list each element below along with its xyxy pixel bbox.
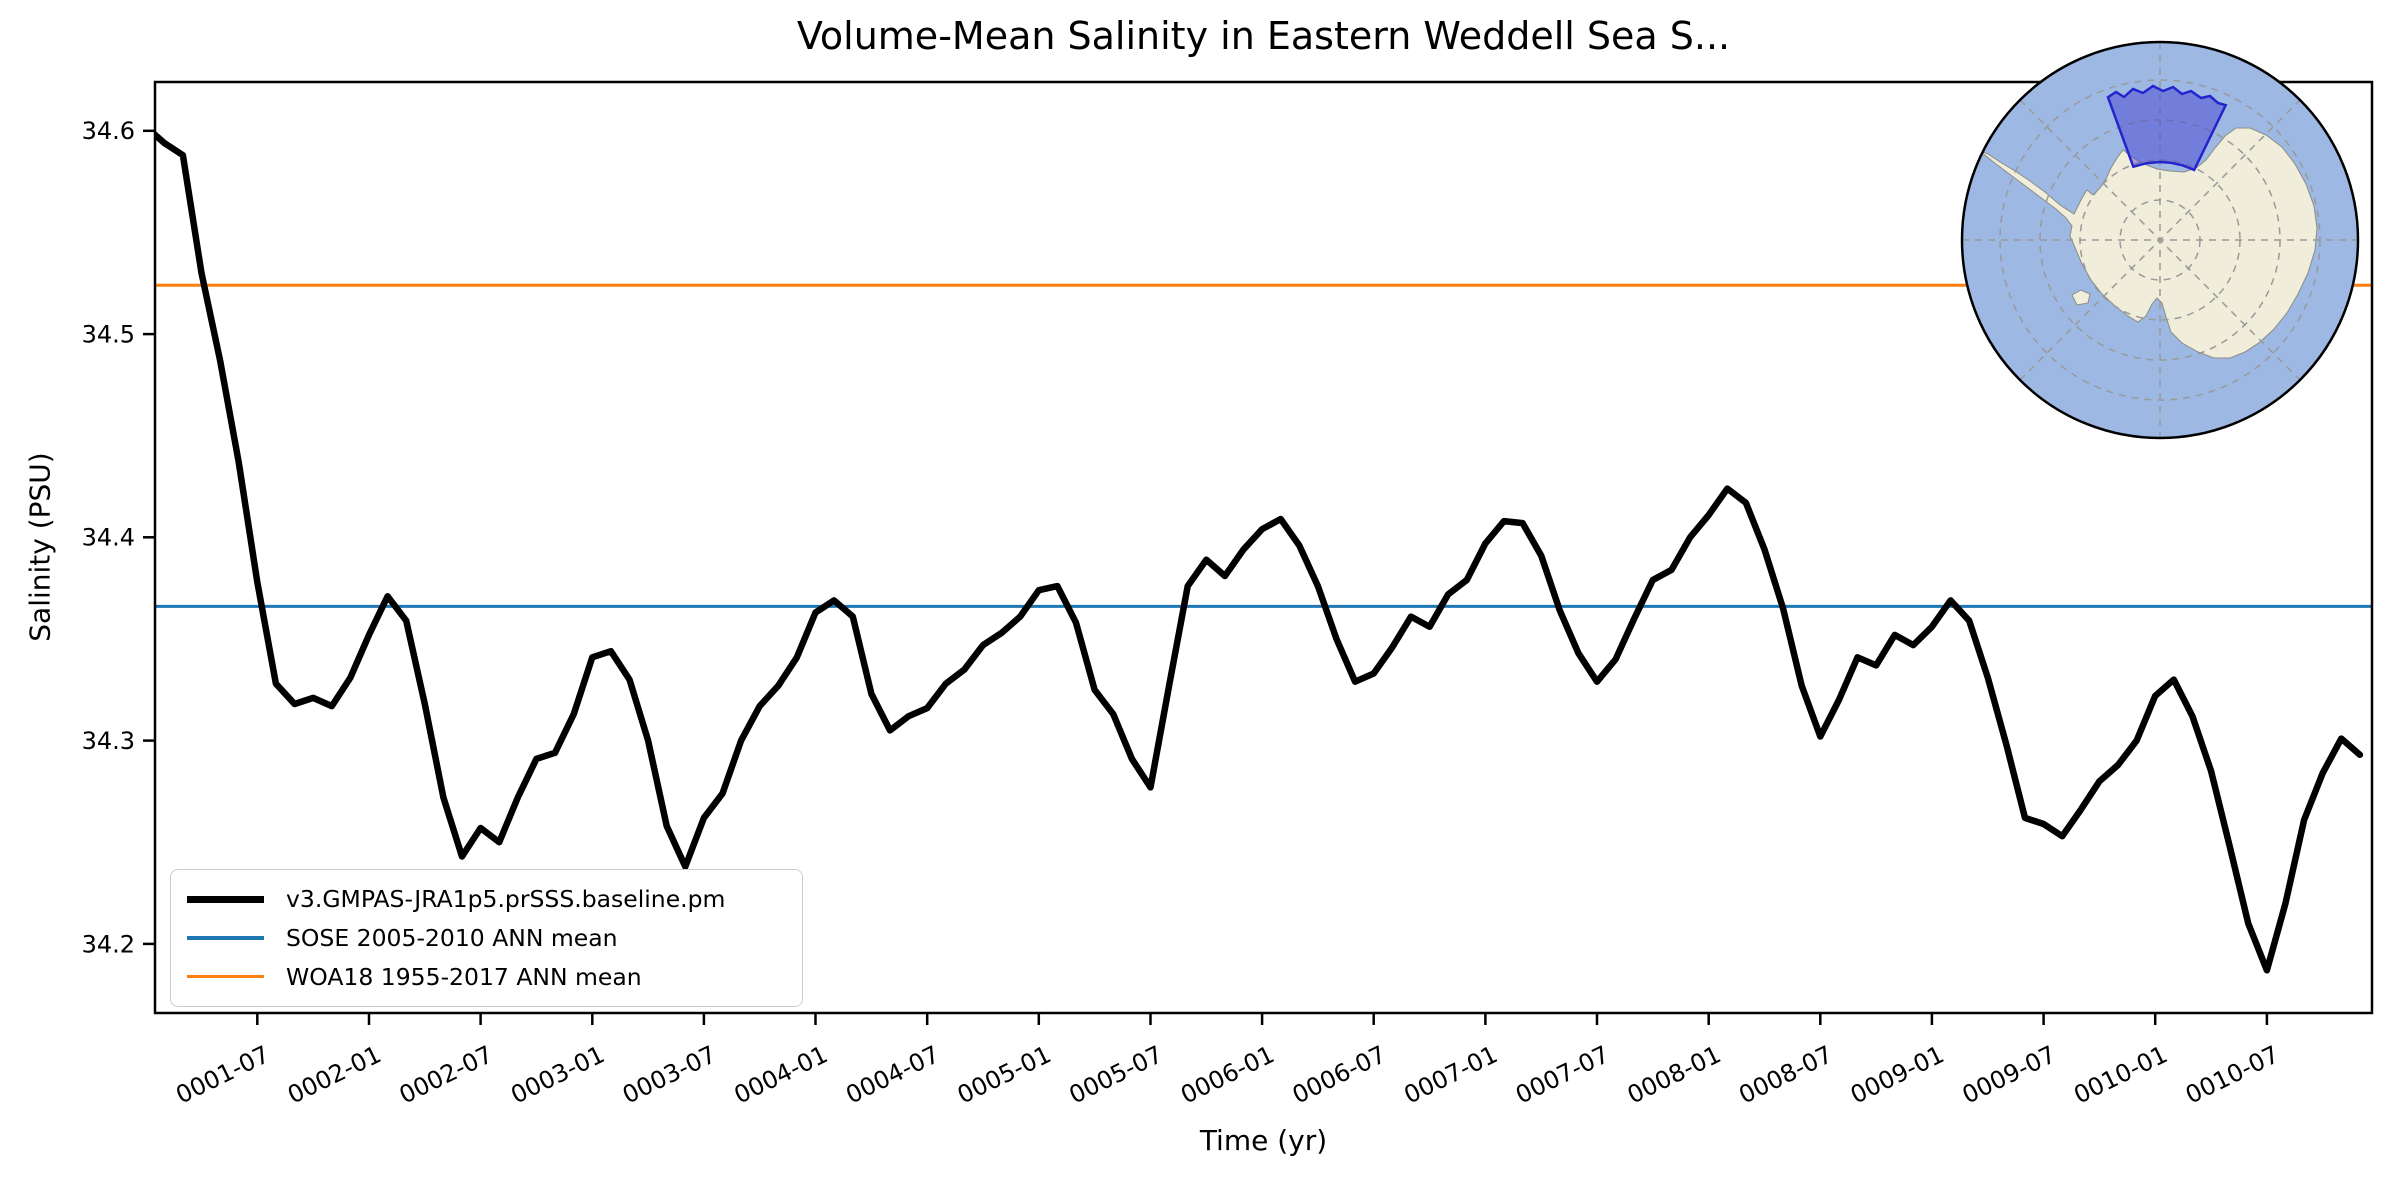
y-tick-label: 34.4 [82, 524, 135, 552]
x-tick-label: 0003-07 [618, 1040, 720, 1109]
x-tick-label: 0009-01 [1846, 1040, 1948, 1109]
x-tick-label: 0010-07 [2181, 1040, 2283, 1109]
x-tick-label: 0002-07 [395, 1040, 497, 1109]
x-tick-label: 0007-07 [1511, 1040, 1613, 1109]
chart-title: Volume-Mean Salinity in Eastern Weddell … [796, 14, 1731, 58]
axes-frame [153, 80, 2374, 1015]
legend-row: WOA18 1955-2017 ANN mean [187, 963, 786, 991]
y-axis: 34.2 34.3 34.4 34.5 34.6 [82, 117, 155, 958]
antarctica-inset-map [1960, 40, 2360, 440]
x-tick-label: 0008-01 [1623, 1040, 1725, 1109]
y-tick-label: 34.6 [82, 117, 135, 145]
legend-row: v3.GMPAS-JRA1p5.prSSS.baseline.pm [187, 885, 786, 913]
x-tick-label: 0005-01 [953, 1040, 1055, 1109]
x-tick-label: 0009-07 [1958, 1040, 2060, 1109]
study-region-eastern-weddell-sea [2106, 84, 2228, 172]
y-axis-label: Salinity (PSU) [23, 452, 57, 642]
legend-row: SOSE 2005-2010 ANN mean [187, 924, 786, 952]
x-tick-label: 0004-07 [841, 1040, 943, 1109]
y-tick-label: 34.3 [82, 727, 135, 755]
legend: v3.GMPAS-JRA1p5.prSSS.baseline.pm SOSE 20… [170, 869, 803, 1007]
legend-label: v3.GMPAS-JRA1p5.prSSS.baseline.pm [286, 885, 726, 914]
graticule [1962, 42, 2358, 438]
x-tick-label: 0002-01 [283, 1040, 385, 1109]
x-tick-label: 0007-01 [1400, 1040, 1502, 1109]
x-tick-label: 0006-01 [1176, 1040, 1278, 1109]
map-border [1960, 40, 2360, 440]
x-axis: 0001-07 0002-01 0002-07 0003-01 0003-07 0004-… [172, 1013, 2284, 1109]
legend-label: SOSE 2005-2010 ANN mean [286, 923, 618, 952]
legend-line-swatch [187, 895, 264, 903]
x-tick-label: 0003-01 [507, 1040, 609, 1109]
x-axis-label: Time (yr) [1199, 1124, 1328, 1157]
island [2071, 289, 2091, 306]
x-tick-label: 0004-01 [730, 1040, 832, 1109]
x-tick-label: 0005-07 [1065, 1040, 1167, 1109]
y-tick-label: 34.5 [82, 321, 135, 349]
model-salinity-series [155, 130, 2364, 974]
x-tick-label: 0006-07 [1288, 1040, 1390, 1109]
legend-line-swatch [187, 936, 264, 940]
legend-label: WOA18 1955-2017 ANN mean [286, 962, 642, 991]
x-tick-label: 0008-07 [1735, 1040, 1837, 1109]
x-tick-label: 0001-07 [172, 1040, 274, 1109]
x-tick-label: 0010-01 [2069, 1040, 2171, 1109]
legend-line-swatch [187, 974, 264, 979]
y-tick-label: 34.2 [82, 930, 135, 958]
